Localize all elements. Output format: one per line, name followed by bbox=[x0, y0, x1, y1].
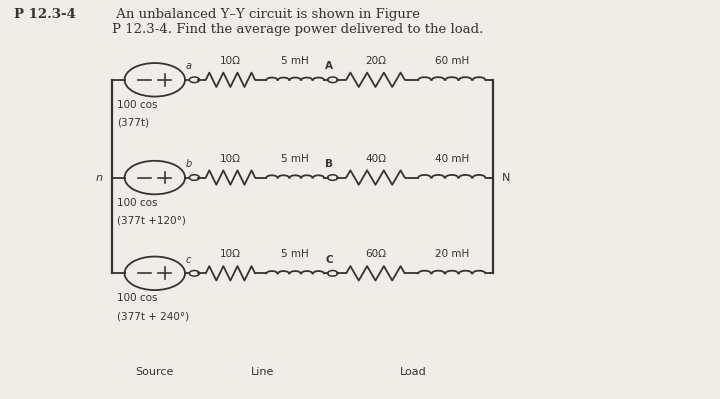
Text: A: A bbox=[325, 61, 333, 71]
Text: (377t): (377t) bbox=[117, 118, 149, 128]
Text: 5 mH: 5 mH bbox=[282, 56, 309, 66]
Text: 40Ω: 40Ω bbox=[365, 154, 386, 164]
Text: (377t + 240°): (377t + 240°) bbox=[117, 311, 189, 321]
Text: 10Ω: 10Ω bbox=[220, 154, 241, 164]
Text: b: b bbox=[186, 159, 192, 169]
Text: a: a bbox=[186, 61, 192, 71]
Text: 100 cos: 100 cos bbox=[117, 293, 158, 303]
Text: B: B bbox=[325, 159, 333, 169]
Text: Source: Source bbox=[135, 367, 174, 377]
Text: 100 cos: 100 cos bbox=[117, 198, 158, 207]
Text: n: n bbox=[96, 172, 103, 183]
Text: 60Ω: 60Ω bbox=[365, 249, 386, 259]
Text: An unbalanced Y–Y circuit is shown in Figure
P 12.3-4. Find the average power de: An unbalanced Y–Y circuit is shown in Fi… bbox=[112, 8, 483, 36]
Text: Load: Load bbox=[400, 367, 427, 377]
Text: 20 mH: 20 mH bbox=[435, 249, 469, 259]
Text: P 12.3-4: P 12.3-4 bbox=[14, 8, 76, 21]
Text: 5 mH: 5 mH bbox=[282, 249, 309, 259]
Text: C: C bbox=[325, 255, 333, 265]
Text: 40 mH: 40 mH bbox=[435, 154, 469, 164]
Text: 20Ω: 20Ω bbox=[365, 56, 386, 66]
Text: 100 cos: 100 cos bbox=[117, 100, 158, 110]
Text: c: c bbox=[186, 255, 192, 265]
Text: 5 mH: 5 mH bbox=[282, 154, 309, 164]
Text: 60 mH: 60 mH bbox=[435, 56, 469, 66]
Text: 10Ω: 10Ω bbox=[220, 249, 241, 259]
Text: 10Ω: 10Ω bbox=[220, 56, 241, 66]
Text: Line: Line bbox=[251, 367, 274, 377]
Text: N: N bbox=[502, 172, 510, 183]
Text: (377t +120°): (377t +120°) bbox=[117, 215, 186, 225]
